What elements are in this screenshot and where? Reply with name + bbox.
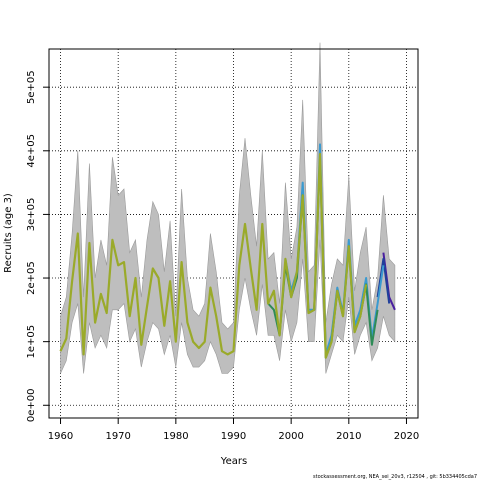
x-tick-label: 1960: [48, 431, 73, 442]
series-layer: [59, 143, 396, 359]
x-axis: 1960 1970 1980 1990 2000 2010 2020: [48, 418, 419, 442]
y-tick-label: 4e+05: [26, 134, 37, 168]
x-tick-label: 1970: [105, 431, 130, 442]
y-axis: 0e+00 1e+05 2e+05 3e+05 4e+05 5e+05: [26, 70, 49, 422]
y-tick-label: 3e+05: [26, 198, 37, 232]
x-tick-label: 1990: [221, 431, 246, 442]
y-axis-title: Recruits (age 3): [3, 193, 14, 273]
y-tick-label: 0e+00: [26, 388, 37, 422]
confidence-band: [60, 42, 396, 374]
x-axis-title: Years: [220, 456, 247, 467]
y-tick-label: 5e+05: [26, 70, 37, 104]
x-tick-label: 2010: [336, 431, 361, 442]
x-tick-label: 2020: [394, 431, 419, 442]
series-line-4: [59, 152, 368, 359]
x-tick-label: 1980: [163, 431, 188, 442]
y-tick-label: 2e+05: [26, 261, 37, 295]
x-tick-label: 2000: [278, 431, 303, 442]
y-tick-label: 1e+05: [26, 325, 37, 359]
credit-text: stockassessment.org, NEA_sei_20v3, r1250…: [313, 474, 477, 480]
